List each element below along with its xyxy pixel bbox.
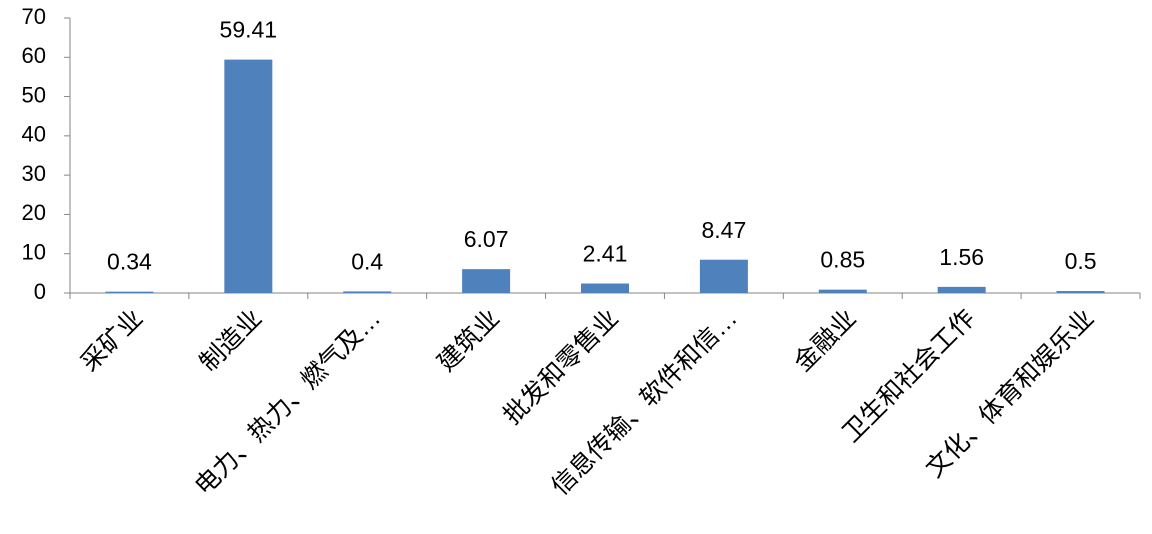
x-tick-label: 建筑业: [432, 304, 505, 377]
data-label: 0.34: [107, 249, 152, 275]
y-tick-label: 10: [22, 240, 46, 265]
data-label: 0.4: [351, 249, 383, 275]
y-tick-label: 60: [22, 43, 46, 68]
bar: [581, 283, 629, 293]
data-label: 1.56: [939, 244, 984, 270]
bar: [224, 59, 273, 293]
bar: [462, 269, 511, 293]
data-label: 0.5: [1065, 248, 1097, 274]
data-label: 6.07: [464, 226, 509, 252]
data-label: 2.41: [583, 241, 628, 267]
y-tick-label: 70: [22, 4, 46, 29]
bar: [937, 286, 986, 293]
x-tick-label: 制造业: [194, 304, 267, 377]
bar: [343, 291, 392, 293]
bar: [699, 259, 748, 293]
x-tick-label: 批发和零售业: [498, 304, 624, 430]
y-tick-label: 40: [22, 122, 46, 147]
y-tick-label: 30: [22, 161, 46, 186]
bar: [1056, 291, 1105, 293]
data-label: 0.85: [820, 247, 865, 273]
y-tick-label: 20: [22, 200, 46, 225]
x-tick-label: 采矿业: [76, 304, 149, 377]
data-label: 8.47: [702, 217, 747, 243]
x-tick-label: 金融业: [789, 304, 862, 377]
y-tick-label: 50: [22, 82, 46, 107]
data-label: 59.41: [220, 17, 278, 43]
bar: [105, 291, 154, 293]
y-tick-label: 0: [34, 279, 46, 304]
bar: [818, 289, 867, 293]
